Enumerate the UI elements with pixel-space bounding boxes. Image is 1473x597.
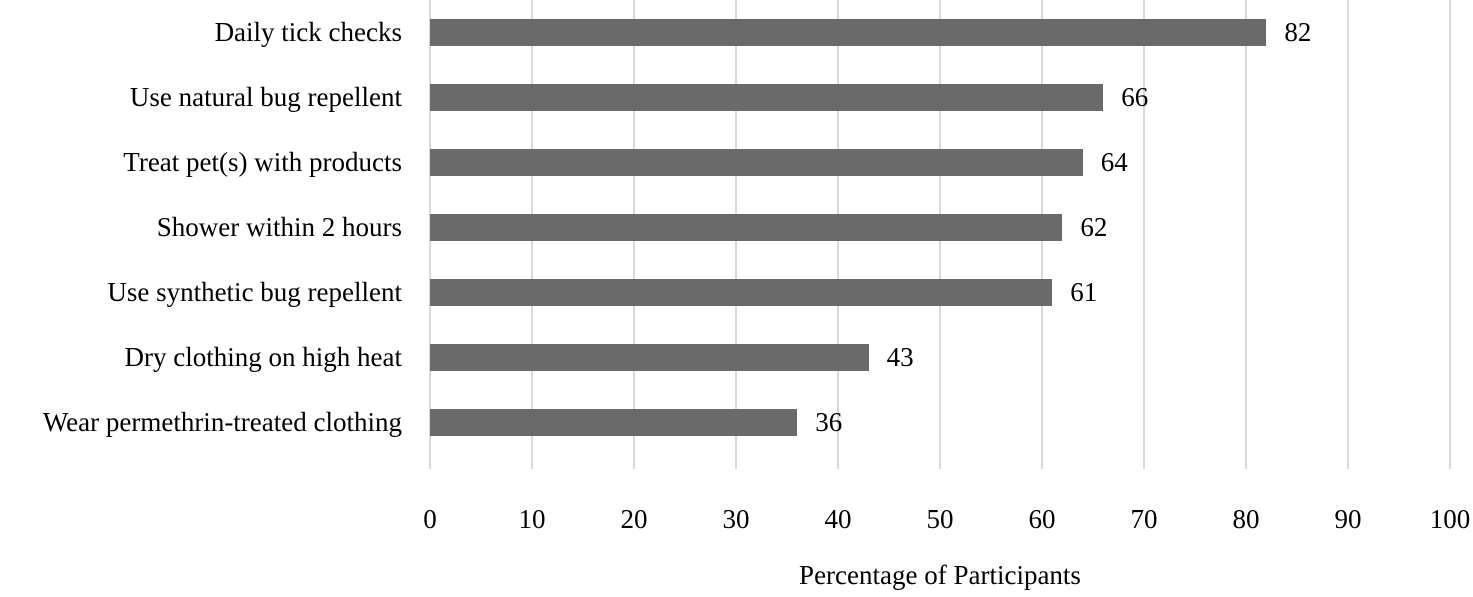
bar-shower (430, 214, 1063, 241)
x-axis-tick-labels: 0 10 20 30 40 50 60 70 80 90 100 (423, 501, 1470, 537)
value-label: 62 (1080, 212, 1108, 242)
bars-group: 82 66 64 62 (430, 0, 1450, 455)
x-tick-label-100: 100 (1429, 504, 1471, 534)
bar-row: 64 (430, 130, 1450, 195)
category-label-daily-tick-checks: Daily tick checks (214, 17, 402, 47)
x-tick-label-60: 60 (1028, 504, 1056, 534)
bar-row: 62 (430, 195, 1450, 260)
tick-mark (1245, 455, 1247, 469)
x-axis-title: Percentage of Participants (799, 560, 1081, 590)
plot-column: 82 66 64 62 (423, 0, 1470, 593)
value-label: 66 (1121, 82, 1149, 112)
gridline-90 (1347, 0, 1349, 455)
tick-mark (531, 455, 533, 469)
category-label-permethrin-clothing: Wear permethrin-treated clothing (42, 407, 402, 437)
bar-row: 61 (430, 260, 1450, 325)
category-label-synthetic-repellent: Use synthetic bug repellent (107, 277, 402, 307)
value-label: 43 (886, 342, 914, 372)
gridline-80 (1245, 0, 1247, 455)
tick-mark (837, 455, 839, 469)
gridline-70 (1143, 0, 1145, 455)
bar-treat-pets (430, 149, 1083, 176)
bar-natural-repellent (430, 84, 1104, 111)
category-label-shower: Shower within 2 hours (156, 212, 402, 242)
tick-mark (1143, 455, 1145, 469)
x-tick-label-10: 10 (518, 504, 546, 534)
tick-mark (1041, 455, 1043, 469)
x-tick-label-80: 80 (1232, 504, 1260, 534)
category-axis: Daily tick checks Use natural bug repell… (0, 0, 430, 593)
tick-mark (735, 455, 737, 469)
tick-mark (633, 455, 635, 469)
value-label: 82 (1284, 17, 1312, 47)
bar-dry-clothing (430, 344, 869, 371)
value-label: 61 (1070, 277, 1098, 307)
bar-row: 66 (430, 65, 1450, 130)
x-tick-label-40: 40 (824, 504, 852, 534)
tick-mark (939, 455, 941, 469)
bar-row: 82 (430, 0, 1450, 65)
bar-daily-tick-checks (430, 19, 1267, 46)
category-label-natural-repellent: Use natural bug repellent (129, 82, 402, 112)
x-tick-label-0: 0 (423, 504, 437, 534)
tick-mark (1347, 455, 1349, 469)
x-tick-label-50: 50 (926, 504, 954, 534)
x-tick-label-70: 70 (1130, 504, 1158, 534)
gridline-100 (1449, 0, 1451, 455)
value-label: 36 (815, 407, 843, 437)
bar-synthetic-repellent (430, 279, 1053, 306)
bar-row: 43 (430, 325, 1450, 390)
plot-area: 82 66 64 62 (429, 0, 1451, 455)
category-label-dry-clothing: Dry clothing on high heat (124, 342, 402, 372)
value-label: 64 (1100, 147, 1128, 177)
bar-row: 36 (430, 390, 1450, 455)
x-tick-label-30: 30 (722, 504, 750, 534)
x-tick-label-20: 20 (620, 504, 648, 534)
x-axis-tick-marks (429, 455, 1451, 471)
tick-mark (1449, 455, 1451, 469)
bar-permethrin-clothing (430, 409, 798, 436)
tick-mark (429, 455, 431, 469)
x-tick-label-90: 90 (1334, 504, 1362, 534)
category-label-treat-pets: Treat pet(s) with products (123, 147, 402, 177)
